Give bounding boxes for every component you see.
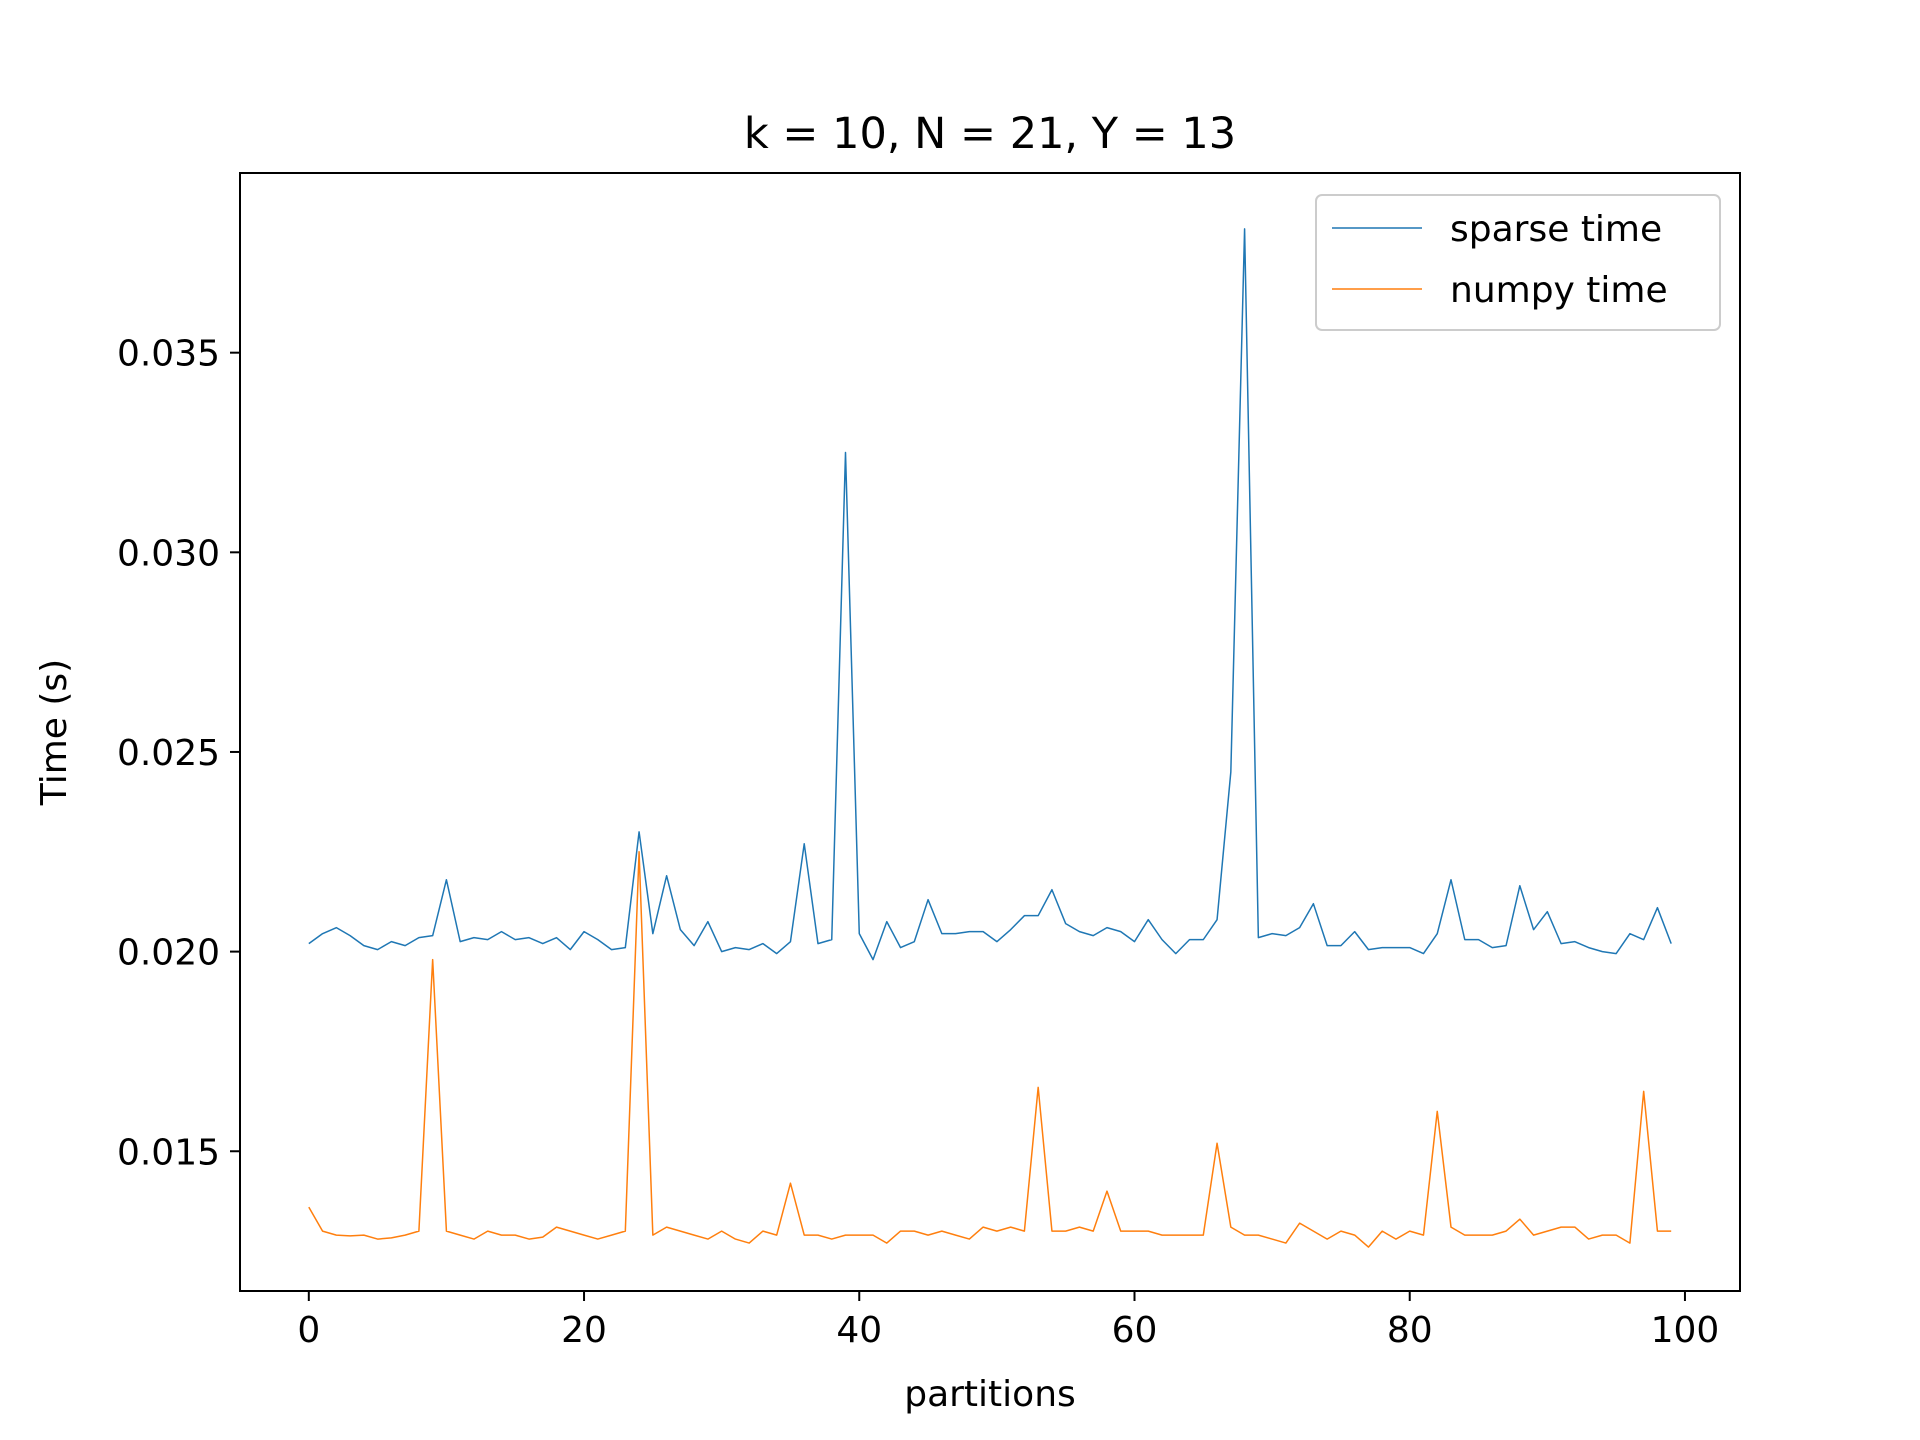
chart-title: k = 10, N = 21, Y = 13 [744, 109, 1236, 159]
x-axis: 0 20 40 60 80 100 [297, 1291, 1719, 1351]
legend-label-numpy-time: numpy time [1450, 270, 1668, 311]
y-axis: 0.015 0.020 0.025 0.030 0.035 [117, 334, 240, 1173]
x-tick-label: 60 [1112, 1310, 1158, 1351]
y-tick-label: 0.030 [117, 533, 220, 574]
series-line-0 [308, 228, 1672, 961]
y-tick-label: 0.025 [117, 733, 220, 774]
y-tick-label: 0.015 [117, 1132, 220, 1173]
y-tick-label: 0.020 [117, 933, 220, 974]
y-axis-title: Time (s) [34, 659, 75, 806]
x-tick-label: 40 [836, 1310, 882, 1351]
series-line-1 [308, 851, 1672, 1248]
x-tick-label: 0 [297, 1310, 320, 1351]
x-tick-label: 100 [1651, 1310, 1720, 1351]
series-layer [308, 228, 1672, 1248]
plot-frame [239, 172, 1741, 1292]
legend: sparse time numpy time [1315, 194, 1721, 331]
x-tick-label: 80 [1387, 1310, 1433, 1351]
x-tick-label: 20 [561, 1310, 607, 1351]
y-tick-label: 0.035 [117, 334, 220, 375]
x-axis-title: partitions [904, 1374, 1076, 1415]
legend-label-sparse-time: sparse time [1450, 209, 1662, 250]
